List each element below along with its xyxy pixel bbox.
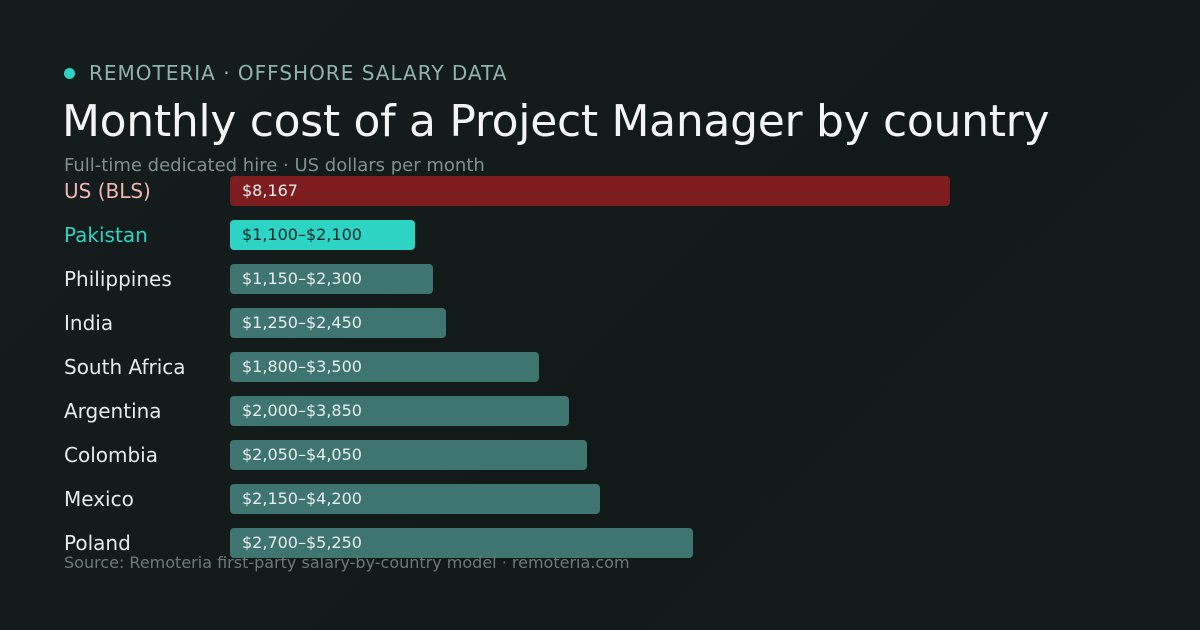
bar: $2,050–$4,050 (230, 440, 587, 470)
chart-row: Poland $2,700–$5,250 (64, 528, 1164, 558)
bar-value-label: $2,700–$5,250 (242, 533, 362, 552)
bar-value-label: $1,250–$2,450 (242, 313, 362, 332)
bar: $8,167 (230, 176, 950, 206)
chart-row: Argentina $2,000–$3,850 (64, 396, 1164, 426)
category-label: Poland (64, 531, 131, 555)
bar: $1,800–$3,500 (230, 352, 539, 382)
bar: $1,150–$2,300 (230, 264, 433, 294)
source-note: Source: Remoteria first-party salary-by-… (64, 553, 630, 572)
bar-value-label: $2,150–$4,200 (242, 489, 362, 508)
bar-value-label: $2,050–$4,050 (242, 445, 362, 464)
brand-label: REMOTERIA · OFFSHORE SALARY DATA (89, 61, 508, 85)
bar: $2,700–$5,250 (230, 528, 693, 558)
category-label: Colombia (64, 443, 158, 467)
brand-dot-icon (64, 67, 75, 79)
chart-row: Mexico $2,150–$4,200 (64, 484, 1164, 514)
bar: $2,150–$4,200 (230, 484, 600, 514)
category-label: Argentina (64, 399, 162, 423)
chart-row: India $1,250–$2,450 (64, 308, 1164, 338)
category-label: Philippines (64, 267, 172, 291)
bar-value-label: $1,150–$2,300 (242, 269, 362, 288)
chart-row: Colombia $2,050–$4,050 (64, 440, 1164, 470)
category-label: US (BLS) (64, 179, 151, 203)
category-label: Pakistan (64, 223, 148, 247)
chart-row: Philippines $1,150–$2,300 (64, 264, 1164, 294)
chart-subtitle: Full-time dedicated hire · US dollars pe… (64, 155, 485, 176)
category-label: South Africa (64, 355, 186, 379)
brand-header: REMOTERIA · OFFSHORE SALARY DATA (64, 60, 507, 86)
bar-value-label: $2,000–$3,850 (242, 401, 362, 420)
bar: $1,250–$2,450 (230, 308, 446, 338)
bar-value-label: $8,167 (242, 181, 298, 200)
chart-row: US (BLS) $8,167 (64, 176, 1164, 206)
bar: $1,100–$2,100 (230, 220, 415, 250)
chart-row: Pakistan $1,100–$2,100 (64, 220, 1164, 250)
bar-value-label: $1,800–$3,500 (242, 357, 362, 376)
chart-title: Monthly cost of a Project Manager by cou… (62, 96, 1050, 147)
bar-value-label: $1,100–$2,100 (242, 225, 362, 244)
bar: $2,000–$3,850 (230, 396, 569, 426)
category-label: Mexico (64, 487, 134, 511)
chart-row: South Africa $1,800–$3,500 (64, 352, 1164, 382)
category-label: India (64, 311, 114, 335)
